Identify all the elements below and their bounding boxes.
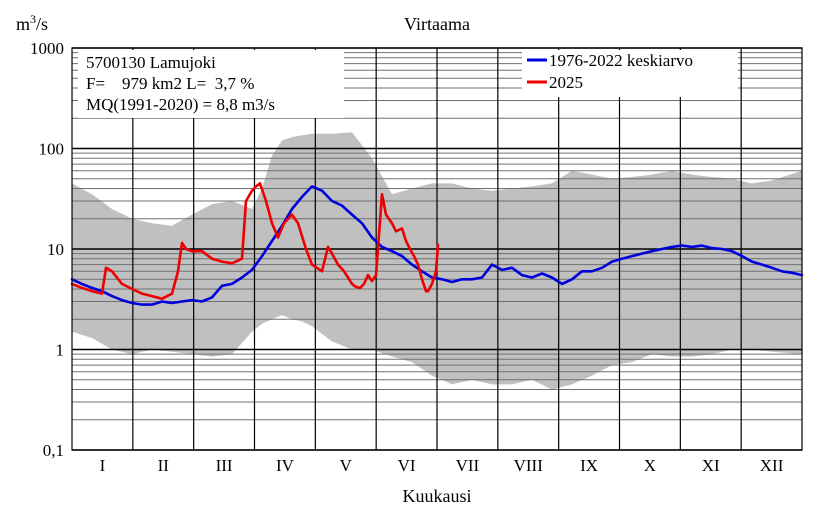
y-tick-label: 0,1 [43, 441, 64, 460]
info-line-mq: MQ(1991-2020) = 8,8 m3/s [86, 95, 275, 114]
month-label: IX [580, 456, 598, 475]
month-label: VI [398, 456, 416, 475]
series-line-2025 [70, 182, 440, 301]
y-axis-label: m3/s [16, 12, 48, 34]
chart-title: Virtaama [404, 14, 470, 34]
legend-box [522, 50, 738, 97]
legend-label-average: 1976-2022 keskiarvo [549, 51, 693, 70]
month-label: V [340, 456, 353, 475]
plot-frame [71, 47, 803, 451]
month-label: II [158, 456, 170, 475]
y-tick-labels: 1000 100 10 1 0,1 [30, 39, 64, 460]
y-tick-label: 10 [47, 240, 64, 259]
info-line-station: 5700130 Lamujoki [86, 53, 216, 72]
info-box [78, 50, 344, 118]
legend-label-2025: 2025 [549, 73, 583, 92]
month-label: XII [760, 456, 784, 475]
month-label: VII [456, 456, 480, 475]
month-label: IV [276, 456, 295, 475]
month-label: I [100, 456, 106, 475]
y-tick-label: 1000 [30, 39, 64, 58]
info-line-area: F= 979 km2 L= 3,7 % [86, 74, 254, 93]
y-tick-label: 100 [39, 140, 65, 159]
month-label: X [644, 456, 656, 475]
month-label: XI [702, 456, 720, 475]
month-labels: I II III IV V VI VII VIII IX X XI XII [100, 456, 784, 475]
series-lines [70, 182, 804, 306]
month-label: VIII [514, 456, 544, 475]
x-axis-label: Kuukausi [403, 486, 472, 506]
month-label: III [216, 456, 233, 475]
series-line-average [70, 185, 804, 306]
y-tick-label: 1 [56, 341, 65, 360]
